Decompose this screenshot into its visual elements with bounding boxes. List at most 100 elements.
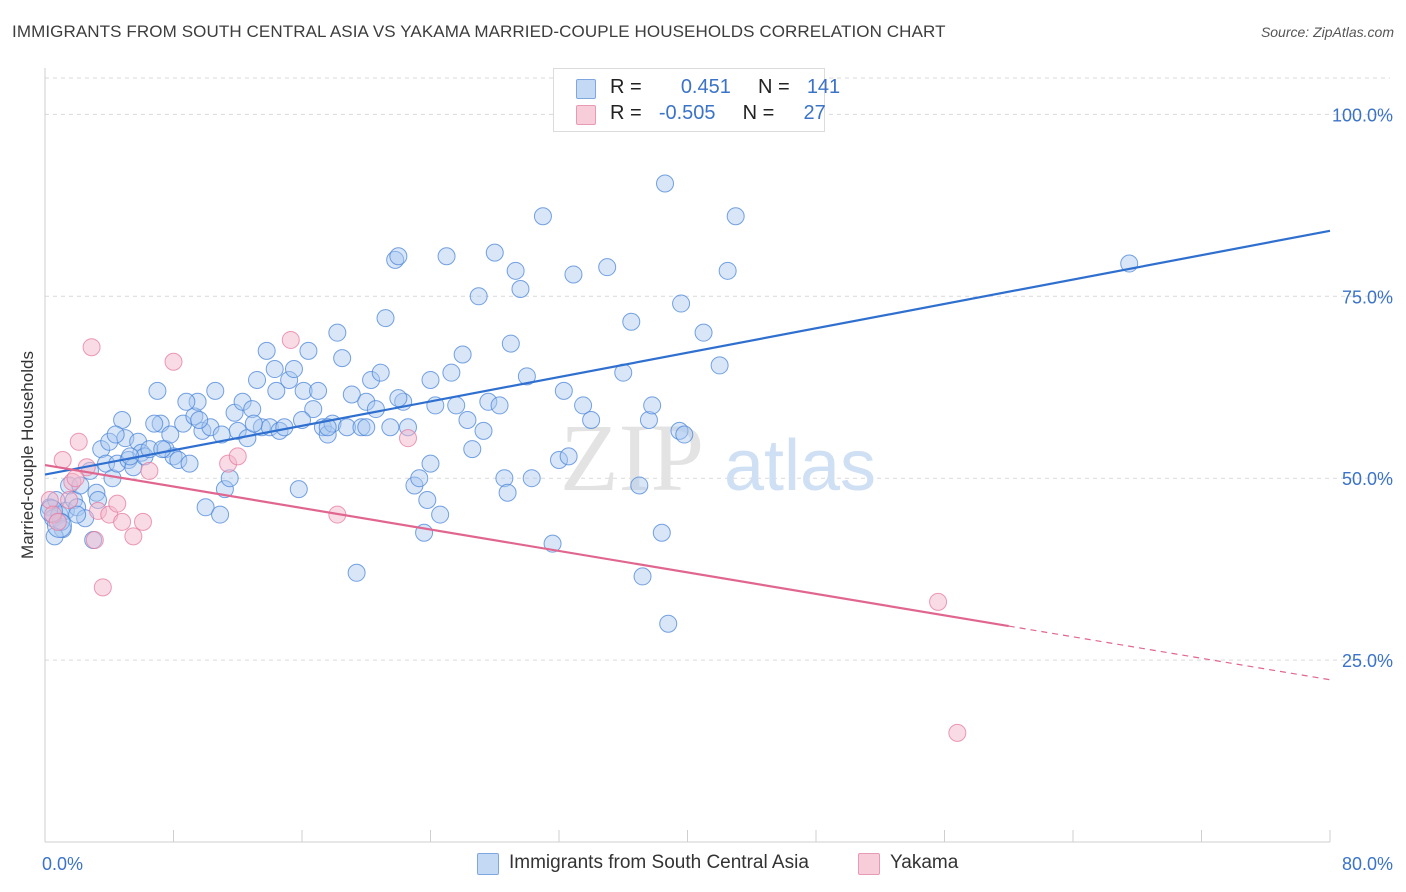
data-point-immigrants xyxy=(386,250,405,269)
data-point-immigrants xyxy=(318,418,337,437)
data-point-yakama xyxy=(929,592,948,611)
data-point-immigrants xyxy=(485,243,504,262)
data-point-yakama xyxy=(85,531,104,550)
chart-title: IMMIGRANTS FROM SOUTH CENTRAL ASIA VS YA… xyxy=(12,22,946,41)
watermark: ZIP atlas xyxy=(560,404,876,511)
data-point-immigrants xyxy=(517,367,536,386)
tick-labels: 25.0% 50.0% 75.0% 100.0% 0.0% 80.0% xyxy=(42,105,1393,874)
bottom-legend-swatch-blue xyxy=(477,853,499,875)
data-point-immigrants xyxy=(633,567,652,586)
legend-r-label: R = xyxy=(610,76,642,98)
legend-r-value: 0.451 xyxy=(680,76,731,98)
data-point-yakama xyxy=(93,578,112,597)
bottom-legend-label: Immigrants from South Central Asia xyxy=(509,852,809,873)
legend-r-label: R = xyxy=(610,102,642,124)
data-point-immigrants xyxy=(718,261,737,280)
data-point-immigrants xyxy=(670,421,689,440)
data-point-yakama xyxy=(40,491,59,510)
data-point-immigrants xyxy=(196,498,215,517)
data-point-immigrants xyxy=(318,425,337,444)
data-point-immigrants xyxy=(366,400,385,419)
data-point-immigrants xyxy=(299,341,318,360)
data-point-immigrants xyxy=(169,451,188,469)
data-point-immigrants xyxy=(304,400,323,419)
data-point-immigrants xyxy=(498,483,517,502)
data-point-immigrants xyxy=(294,381,313,400)
data-point-immigrants xyxy=(206,381,225,400)
data-point-immigrants xyxy=(495,469,514,488)
data-point-immigrants xyxy=(710,356,729,375)
data-point-immigrants xyxy=(257,341,276,360)
data-point-immigrants xyxy=(421,370,440,389)
legend-swatch-blue xyxy=(576,79,596,99)
data-point-immigrants xyxy=(233,392,252,411)
data-point-immigrants xyxy=(87,483,106,502)
data-point-immigrants xyxy=(511,280,530,299)
data-point-yakama xyxy=(113,512,132,531)
data-point-immigrants xyxy=(501,334,520,353)
legend-swatch-pink xyxy=(576,105,596,125)
data-point-immigrants xyxy=(694,323,713,342)
data-point-immigrants xyxy=(431,505,450,524)
data-point-immigrants xyxy=(479,392,498,411)
data-point-yakama xyxy=(281,330,300,349)
legend-n-label: N = xyxy=(758,76,790,98)
data-point-immigrants xyxy=(652,523,671,542)
data-point-immigrants xyxy=(248,370,267,389)
data-point-immigrants xyxy=(533,207,552,226)
data-point-immigrants xyxy=(630,476,649,495)
data-point-immigrants xyxy=(284,360,303,379)
data-point-immigrants xyxy=(161,425,180,444)
data-point-immigrants xyxy=(643,396,662,415)
data-point-immigrants xyxy=(463,440,482,459)
data-point-immigrants xyxy=(672,294,691,313)
data-point-immigrants xyxy=(148,381,167,400)
data-point-immigrants xyxy=(371,363,390,382)
data-point-immigrants xyxy=(659,614,678,633)
y-axis-label: Married-couple Households xyxy=(18,351,37,559)
stats-legend: R = 0.451 N = 141 R = -0.505 N = 27 xyxy=(553,68,840,132)
data-point-immigrants xyxy=(328,323,347,342)
data-point-immigrants xyxy=(675,425,694,444)
data-point-immigrants xyxy=(453,345,472,364)
data-point-immigrants xyxy=(543,534,562,553)
trend-line-yakama-extension xyxy=(1008,625,1331,681)
data-point-immigrants xyxy=(201,418,220,437)
source-label: Source: ZipAtlas.com xyxy=(1260,24,1394,40)
data-point-immigrants xyxy=(362,370,381,389)
data-point-immigrants xyxy=(598,258,617,277)
data-point-immigrants xyxy=(639,410,658,429)
data-point-immigrants xyxy=(410,469,429,488)
series-yakama-points xyxy=(40,330,967,742)
data-point-immigrants xyxy=(421,454,440,473)
data-point-yakama xyxy=(69,432,88,451)
series-immigrants-points xyxy=(39,174,1139,633)
axes xyxy=(44,68,1331,843)
data-point-immigrants xyxy=(309,381,328,400)
data-point-immigrants xyxy=(357,392,376,411)
data-point-immigrants xyxy=(550,451,568,469)
data-point-immigrants xyxy=(458,410,477,429)
data-point-yakama xyxy=(164,352,183,371)
data-point-immigrants xyxy=(582,410,601,429)
data-point-immigrants xyxy=(389,247,408,266)
data-point-immigrants xyxy=(352,418,371,437)
data-point-immigrants xyxy=(280,370,299,389)
legend-n-value: 141 xyxy=(806,76,841,98)
data-point-yakama xyxy=(948,723,967,742)
data-point-immigrants xyxy=(243,400,262,419)
trend-line-yakama xyxy=(44,464,1009,628)
data-point-immigrants xyxy=(265,360,284,379)
data-point-immigrants xyxy=(447,396,466,415)
data-point-immigrants xyxy=(145,414,164,433)
trend-lines xyxy=(44,229,1331,681)
trend-line-immigrants xyxy=(44,229,1331,476)
legend-r-value: -0.505 xyxy=(658,102,716,124)
x-tick-label: 80.0% xyxy=(1342,854,1393,874)
data-point-immigrants xyxy=(267,381,286,400)
data-point-immigrants xyxy=(337,418,356,437)
data-point-immigrants xyxy=(656,174,675,193)
data-point-immigrants xyxy=(442,363,461,382)
data-point-yakama xyxy=(48,512,67,531)
